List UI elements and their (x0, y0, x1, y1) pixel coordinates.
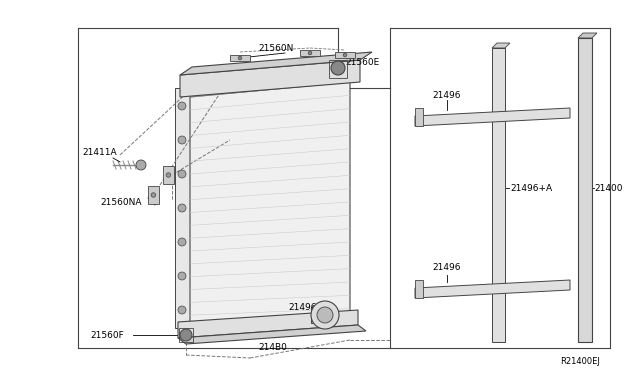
Circle shape (178, 204, 186, 212)
Polygon shape (300, 50, 320, 56)
Circle shape (311, 301, 339, 329)
Polygon shape (180, 60, 360, 97)
Text: 21560E: 21560E (345, 58, 380, 67)
Polygon shape (163, 166, 174, 184)
Polygon shape (492, 48, 505, 342)
Polygon shape (230, 55, 250, 61)
Polygon shape (148, 186, 159, 204)
Polygon shape (180, 52, 372, 75)
Circle shape (331, 61, 345, 75)
Circle shape (166, 173, 171, 177)
Polygon shape (415, 108, 570, 126)
Text: 21496: 21496 (432, 90, 461, 99)
Polygon shape (415, 280, 570, 298)
Circle shape (178, 102, 186, 110)
Polygon shape (492, 43, 510, 48)
Polygon shape (415, 108, 423, 126)
Circle shape (180, 329, 192, 341)
Circle shape (178, 170, 186, 178)
Text: 214B0: 214B0 (258, 343, 287, 353)
Circle shape (178, 272, 186, 280)
Polygon shape (578, 33, 597, 38)
Text: 21496+A: 21496+A (510, 183, 552, 192)
Polygon shape (578, 38, 592, 342)
Polygon shape (311, 307, 335, 323)
Polygon shape (178, 310, 358, 338)
Polygon shape (335, 52, 355, 58)
Text: 21560F: 21560F (90, 330, 124, 340)
Circle shape (178, 306, 186, 314)
Circle shape (238, 56, 242, 60)
Text: 21560NA: 21560NA (100, 198, 141, 206)
Text: 21496+A: 21496+A (288, 304, 330, 312)
Polygon shape (415, 280, 423, 298)
Polygon shape (175, 88, 190, 328)
Text: 21496: 21496 (432, 263, 461, 273)
Circle shape (151, 193, 156, 197)
Circle shape (343, 53, 347, 57)
Text: 21400: 21400 (594, 183, 623, 192)
Text: 21560N: 21560N (258, 44, 293, 52)
Circle shape (178, 136, 186, 144)
Circle shape (178, 238, 186, 246)
Circle shape (308, 51, 312, 55)
Text: R21400EJ: R21400EJ (560, 357, 600, 366)
Polygon shape (178, 325, 366, 344)
Text: 21411A: 21411A (82, 148, 116, 157)
Polygon shape (190, 82, 350, 328)
Circle shape (136, 160, 146, 170)
Circle shape (317, 307, 333, 323)
